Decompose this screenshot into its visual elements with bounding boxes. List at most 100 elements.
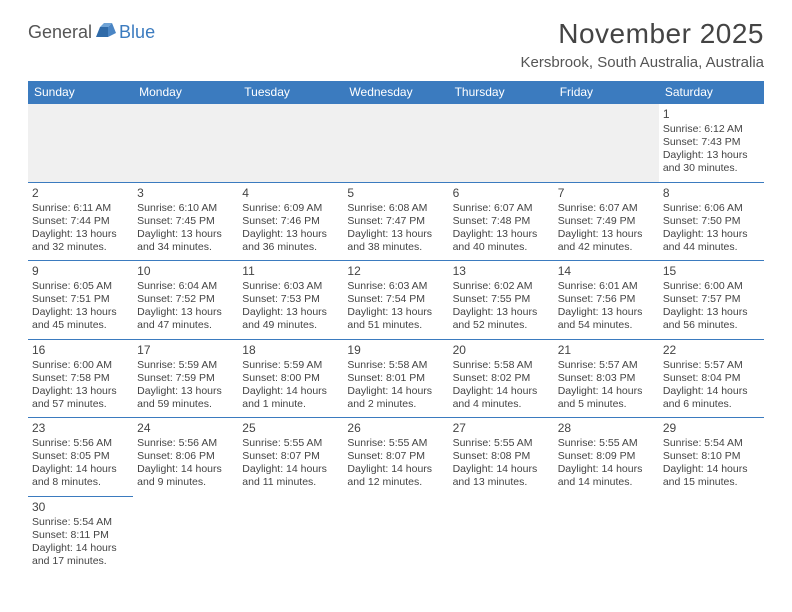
day-info: Sunrise: 6:00 AMSunset: 7:57 PMDaylight:… [663,280,760,333]
calendar-cell [238,104,343,183]
day-number: 11 [242,264,339,279]
day-number: 19 [347,343,444,358]
day-info: Sunrise: 5:59 AMSunset: 8:00 PMDaylight:… [242,359,339,412]
logo: General Blue [28,22,155,43]
day-info: Sunrise: 5:55 AMSunset: 8:07 PMDaylight:… [242,437,339,490]
day-number: 8 [663,186,760,201]
day-info: Sunrise: 6:11 AMSunset: 7:44 PMDaylight:… [32,202,129,255]
day-number: 30 [32,500,129,515]
calendar-cell [28,104,133,183]
calendar-table: SundayMondayTuesdayWednesdayThursdayFrid… [28,81,764,574]
calendar-cell: 13Sunrise: 6:02 AMSunset: 7:55 PMDayligh… [449,261,554,340]
calendar-cell: 7Sunrise: 6:07 AMSunset: 7:49 PMDaylight… [554,182,659,261]
weekday-header: Thursday [449,81,554,104]
day-info: Sunrise: 5:54 AMSunset: 8:10 PMDaylight:… [663,437,760,490]
calendar-row: 1Sunrise: 6:12 AMSunset: 7:43 PMDaylight… [28,104,764,183]
calendar-cell: 3Sunrise: 6:10 AMSunset: 7:45 PMDaylight… [133,182,238,261]
day-info: Sunrise: 5:55 AMSunset: 8:07 PMDaylight:… [347,437,444,490]
page-title: November 2025 [521,18,764,50]
day-info: Sunrise: 6:00 AMSunset: 7:58 PMDaylight:… [32,359,129,412]
calendar-cell [343,104,448,183]
day-info: Sunrise: 6:12 AMSunset: 7:43 PMDaylight:… [663,123,760,176]
title-block: November 2025 Kersbrook, South Australia… [521,18,764,71]
calendar-cell: 30Sunrise: 5:54 AMSunset: 8:11 PMDayligh… [28,496,133,574]
calendar-cell: 26Sunrise: 5:55 AMSunset: 8:07 PMDayligh… [343,418,448,497]
calendar-cell: 25Sunrise: 5:55 AMSunset: 8:07 PMDayligh… [238,418,343,497]
weekday-header: Tuesday [238,81,343,104]
day-number: 25 [242,421,339,436]
day-info: Sunrise: 6:07 AMSunset: 7:49 PMDaylight:… [558,202,655,255]
day-info: Sunrise: 6:01 AMSunset: 7:56 PMDaylight:… [558,280,655,333]
calendar-cell: 5Sunrise: 6:08 AMSunset: 7:47 PMDaylight… [343,182,448,261]
calendar-cell: 2Sunrise: 6:11 AMSunset: 7:44 PMDaylight… [28,182,133,261]
day-number: 1 [663,107,760,122]
calendar-cell: 11Sunrise: 6:03 AMSunset: 7:53 PMDayligh… [238,261,343,340]
day-number: 3 [137,186,234,201]
day-info: Sunrise: 5:56 AMSunset: 8:06 PMDaylight:… [137,437,234,490]
day-number: 15 [663,264,760,279]
day-number: 7 [558,186,655,201]
day-info: Sunrise: 5:54 AMSunset: 8:11 PMDaylight:… [32,516,129,569]
day-info: Sunrise: 6:07 AMSunset: 7:48 PMDaylight:… [453,202,550,255]
day-number: 26 [347,421,444,436]
calendar-cell: 24Sunrise: 5:56 AMSunset: 8:06 PMDayligh… [133,418,238,497]
calendar-cell [449,496,554,574]
day-number: 5 [347,186,444,201]
calendar-cell: 10Sunrise: 6:04 AMSunset: 7:52 PMDayligh… [133,261,238,340]
calendar-cell: 6Sunrise: 6:07 AMSunset: 7:48 PMDaylight… [449,182,554,261]
calendar-cell: 4Sunrise: 6:09 AMSunset: 7:46 PMDaylight… [238,182,343,261]
calendar-cell: 14Sunrise: 6:01 AMSunset: 7:56 PMDayligh… [554,261,659,340]
calendar-cell: 18Sunrise: 5:59 AMSunset: 8:00 PMDayligh… [238,339,343,418]
calendar-cell: 16Sunrise: 6:00 AMSunset: 7:58 PMDayligh… [28,339,133,418]
day-info: Sunrise: 5:58 AMSunset: 8:01 PMDaylight:… [347,359,444,412]
weekday-header: Monday [133,81,238,104]
day-number: 21 [558,343,655,358]
calendar-cell: 27Sunrise: 5:55 AMSunset: 8:08 PMDayligh… [449,418,554,497]
day-info: Sunrise: 5:58 AMSunset: 8:02 PMDaylight:… [453,359,550,412]
day-number: 27 [453,421,550,436]
calendar-row: 23Sunrise: 5:56 AMSunset: 8:05 PMDayligh… [28,418,764,497]
calendar-cell [133,104,238,183]
weekday-header-row: SundayMondayTuesdayWednesdayThursdayFrid… [28,81,764,104]
calendar-cell: 23Sunrise: 5:56 AMSunset: 8:05 PMDayligh… [28,418,133,497]
day-info: Sunrise: 5:55 AMSunset: 8:09 PMDaylight:… [558,437,655,490]
day-info: Sunrise: 5:57 AMSunset: 8:03 PMDaylight:… [558,359,655,412]
day-number: 28 [558,421,655,436]
calendar-cell [449,104,554,183]
day-number: 14 [558,264,655,279]
day-info: Sunrise: 6:06 AMSunset: 7:50 PMDaylight:… [663,202,760,255]
calendar-cell [343,496,448,574]
day-number: 20 [453,343,550,358]
calendar-cell [554,496,659,574]
calendar-row: 30Sunrise: 5:54 AMSunset: 8:11 PMDayligh… [28,496,764,574]
day-info: Sunrise: 6:05 AMSunset: 7:51 PMDaylight:… [32,280,129,333]
day-number: 16 [32,343,129,358]
weekday-header: Sunday [28,81,133,104]
logo-text-general: General [28,22,92,43]
calendar-cell [238,496,343,574]
calendar-cell [659,496,764,574]
day-info: Sunrise: 5:59 AMSunset: 7:59 PMDaylight:… [137,359,234,412]
calendar-cell: 12Sunrise: 6:03 AMSunset: 7:54 PMDayligh… [343,261,448,340]
day-info: Sunrise: 6:08 AMSunset: 7:47 PMDaylight:… [347,202,444,255]
calendar-row: 9Sunrise: 6:05 AMSunset: 7:51 PMDaylight… [28,261,764,340]
day-info: Sunrise: 6:03 AMSunset: 7:53 PMDaylight:… [242,280,339,333]
day-number: 22 [663,343,760,358]
calendar-cell [133,496,238,574]
day-number: 2 [32,186,129,201]
calendar-body: 1Sunrise: 6:12 AMSunset: 7:43 PMDaylight… [28,104,764,575]
day-info: Sunrise: 5:55 AMSunset: 8:08 PMDaylight:… [453,437,550,490]
day-number: 12 [347,264,444,279]
calendar-cell: 9Sunrise: 6:05 AMSunset: 7:51 PMDaylight… [28,261,133,340]
day-number: 18 [242,343,339,358]
location-subtitle: Kersbrook, South Australia, Australia [521,54,764,71]
logo-text-blue: Blue [119,22,155,43]
logo-flag-icon [96,23,116,42]
calendar-row: 2Sunrise: 6:11 AMSunset: 7:44 PMDaylight… [28,182,764,261]
day-info: Sunrise: 5:57 AMSunset: 8:04 PMDaylight:… [663,359,760,412]
day-number: 9 [32,264,129,279]
calendar-cell: 29Sunrise: 5:54 AMSunset: 8:10 PMDayligh… [659,418,764,497]
calendar-cell: 21Sunrise: 5:57 AMSunset: 8:03 PMDayligh… [554,339,659,418]
calendar-cell [554,104,659,183]
calendar-cell: 22Sunrise: 5:57 AMSunset: 8:04 PMDayligh… [659,339,764,418]
